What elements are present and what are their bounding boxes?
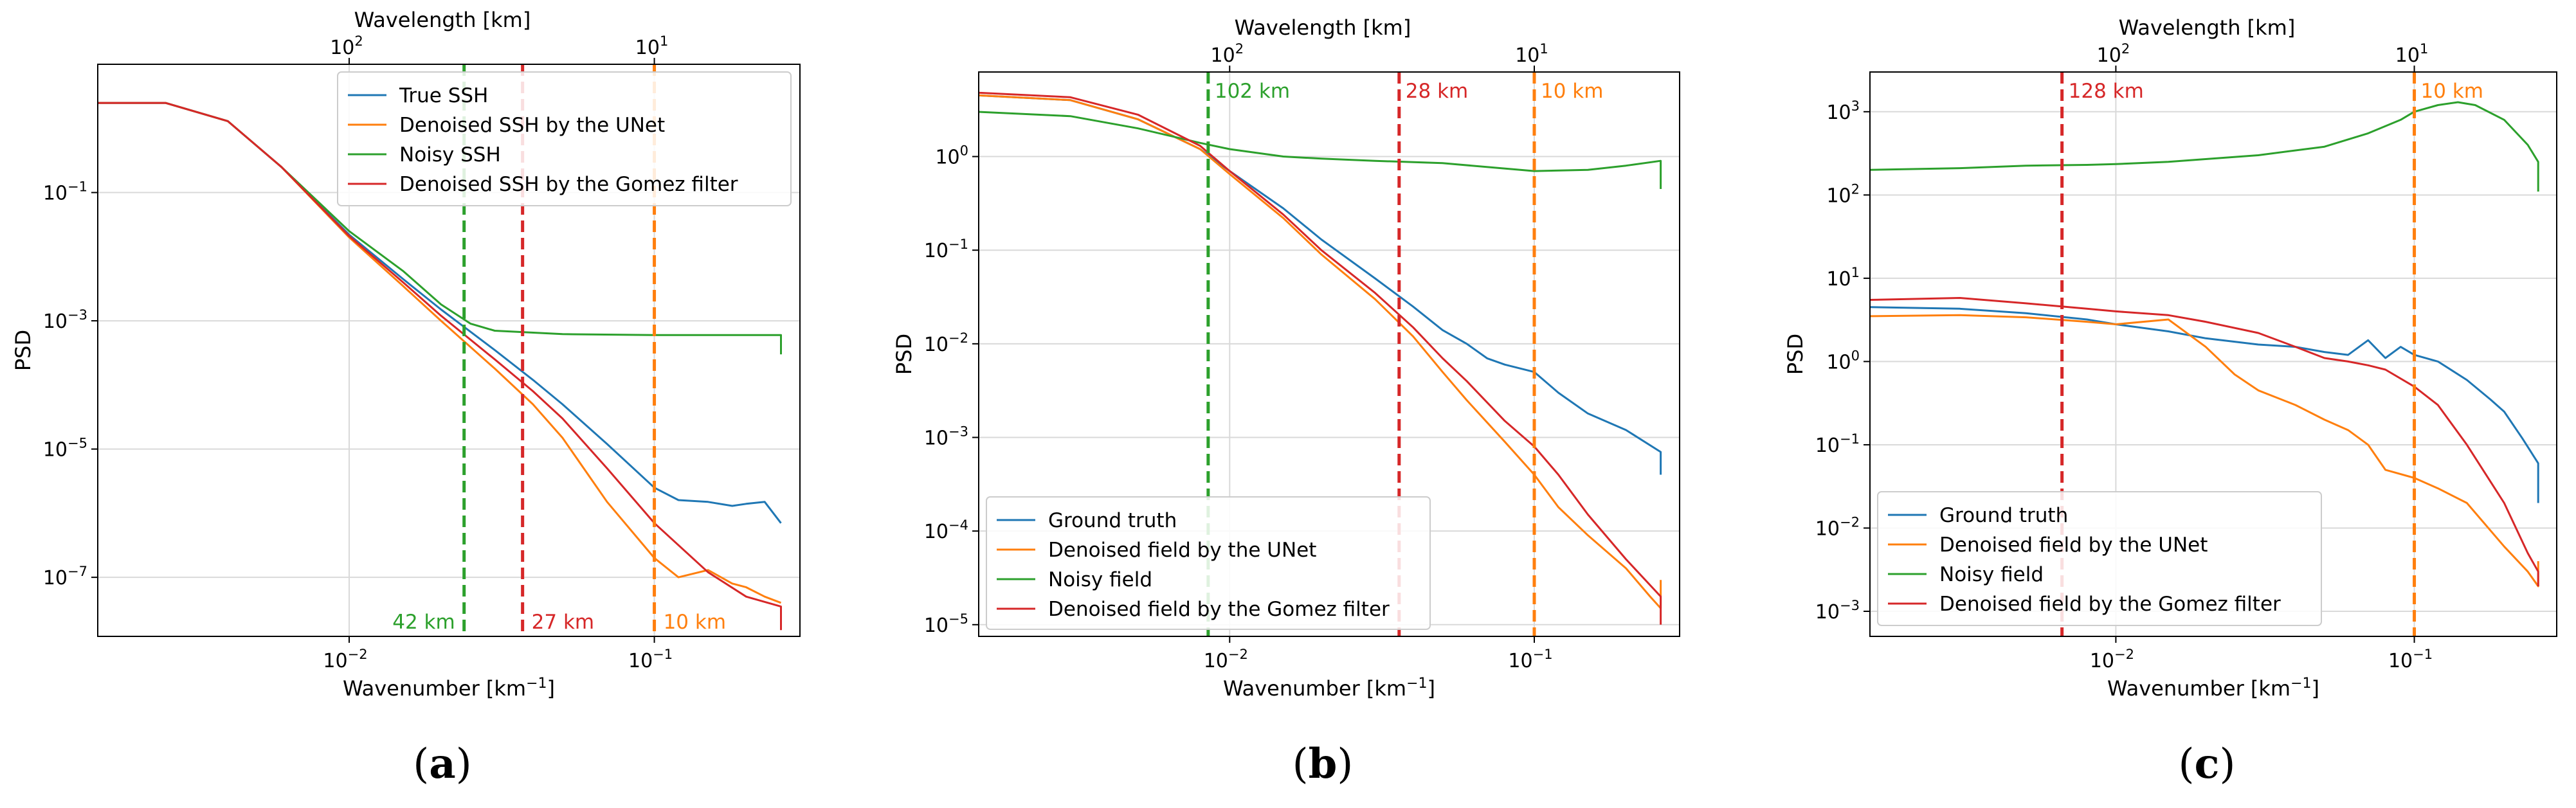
panel-label: (a) bbox=[413, 740, 471, 788]
tick-group: 10−2 10−1 102 101 10−1 10−3 10−5 10−7 bbox=[43, 33, 673, 672]
series-line-green bbox=[979, 111, 1662, 189]
y-tick-label: 102 bbox=[1826, 181, 1860, 207]
plot-frame bbox=[1869, 71, 2557, 637]
legend: True SSH Denoised SSH by the UNet Noisy SS… bbox=[337, 71, 792, 206]
top-axis-label: Wavelength [km] bbox=[354, 8, 531, 32]
x-tick-label: 10−1 bbox=[1508, 647, 1552, 672]
vline-label: 10 km bbox=[1541, 80, 1603, 103]
legend-entry: Denoised SSH by the UNet bbox=[399, 114, 665, 137]
legend-box bbox=[1877, 491, 2322, 626]
y-tick-label: 10−3 bbox=[1815, 598, 1860, 624]
y-tick-label: 100 bbox=[1826, 348, 1860, 373]
top-tick-label: 101 bbox=[1515, 41, 1548, 67]
y-tick-label: 10−3 bbox=[924, 424, 968, 449]
y-tick-label: 10−2 bbox=[924, 330, 968, 356]
legend-box bbox=[986, 496, 1431, 630]
legend-entry: Noisy SSH bbox=[399, 143, 501, 166]
vline-label: 10 km bbox=[2421, 80, 2483, 103]
legend-entry: Ground truth bbox=[1939, 504, 2068, 527]
y-axis-label: PSD bbox=[11, 330, 35, 371]
y-tick-label: 101 bbox=[1826, 265, 1860, 291]
top-tick-label: 101 bbox=[2395, 41, 2429, 67]
tick-group: 10−2 10−1 102 101 103 102 101 100 10−1 10−2 10−3 bbox=[1815, 41, 2433, 672]
vline-label: 27 km bbox=[532, 611, 594, 634]
vline-label: 42 km bbox=[392, 611, 455, 634]
top-tick-label: 102 bbox=[330, 33, 363, 59]
x-tick-label: 10−1 bbox=[2388, 647, 2433, 672]
y-axis-label: PSD bbox=[1783, 334, 1808, 375]
x-axis-label: Wavenumber [km−1] bbox=[2107, 676, 2319, 701]
y-tick-label: 10−5 bbox=[43, 436, 87, 462]
panel-label: (c) bbox=[2179, 740, 2236, 788]
top-tick-label: 102 bbox=[2097, 41, 2130, 67]
legend-entry: Denoised field by the Gomez filter bbox=[1048, 598, 1390, 621]
y-tick-label: 103 bbox=[1826, 98, 1860, 124]
legend: Ground truth Denoised field by the UNet No… bbox=[986, 496, 1431, 630]
legend-entry: Denoised SSH by the Gomez filter bbox=[399, 173, 738, 196]
series-line-orange bbox=[1870, 314, 2539, 588]
legend: Ground truth Denoised field by the UNet No… bbox=[1877, 491, 2322, 626]
legend-entry: Noisy field bbox=[1939, 563, 2044, 586]
panel-label: (b) bbox=[1293, 740, 1354, 788]
series-group bbox=[1870, 101, 2539, 588]
series-line-orange bbox=[979, 94, 1662, 609]
series-line-red bbox=[979, 91, 1662, 625]
x-axis-label: Wavenumber [km−1] bbox=[1223, 676, 1435, 701]
legend-box bbox=[337, 71, 792, 206]
y-tick-label: 10−5 bbox=[924, 611, 968, 637]
series-line-red bbox=[1870, 297, 2539, 586]
series-line-blue bbox=[979, 94, 1662, 475]
legend-entry: Noisy field bbox=[1048, 568, 1152, 591]
top-axis-label: Wavelength [km] bbox=[2119, 15, 2296, 40]
legend-entry: Denoised field by the UNet bbox=[1048, 539, 1316, 562]
vline-label: 28 km bbox=[1406, 80, 1468, 103]
y-tick-label: 10−1 bbox=[924, 237, 968, 262]
legend-entry: True SSH bbox=[399, 84, 488, 107]
y-tick-label: 10−7 bbox=[43, 564, 87, 589]
series-line-green bbox=[1870, 101, 2539, 192]
top-tick-label: 102 bbox=[1211, 41, 1244, 67]
plot-frame bbox=[97, 64, 801, 637]
series-group bbox=[98, 102, 782, 631]
vline-label: 102 km bbox=[1215, 80, 1290, 103]
legend-entry: Ground truth bbox=[1048, 509, 1177, 532]
series-line-blue bbox=[1870, 306, 2539, 503]
legend-entry: Denoised field by the Gomez filter bbox=[1939, 593, 2281, 616]
top-axis-label: Wavelength [km] bbox=[1235, 15, 1411, 40]
top-tick-label: 101 bbox=[635, 33, 669, 59]
series-group bbox=[979, 91, 1662, 625]
series-line-red bbox=[98, 102, 782, 631]
y-tick-label: 10−2 bbox=[1815, 514, 1860, 540]
y-tick-label: 10−3 bbox=[43, 307, 87, 333]
x-tick-label: 10−1 bbox=[628, 647, 673, 672]
vline-label: 128 km bbox=[2069, 80, 2144, 103]
x-tick-label: 10−2 bbox=[323, 647, 367, 672]
y-tick-label: 10−1 bbox=[43, 179, 87, 205]
y-tick-label: 10−1 bbox=[1815, 431, 1860, 457]
legend-entry: Denoised field by the UNet bbox=[1939, 534, 2208, 557]
y-tick-label: 10−4 bbox=[924, 517, 968, 543]
plot-frame bbox=[978, 71, 1680, 637]
x-axis-label: Wavenumber [km−1] bbox=[343, 676, 555, 701]
tick-group: 10−2 10−1 102 101 100 10−1 10−2 10−3 10−4 10−5 bbox=[924, 41, 1553, 672]
y-axis-label: PSD bbox=[892, 334, 916, 375]
y-tick-label: 100 bbox=[935, 143, 968, 169]
x-tick-label: 10−2 bbox=[1204, 647, 1248, 672]
x-tick-label: 10−2 bbox=[2090, 647, 2134, 672]
vline-label: 10 km bbox=[664, 611, 726, 634]
